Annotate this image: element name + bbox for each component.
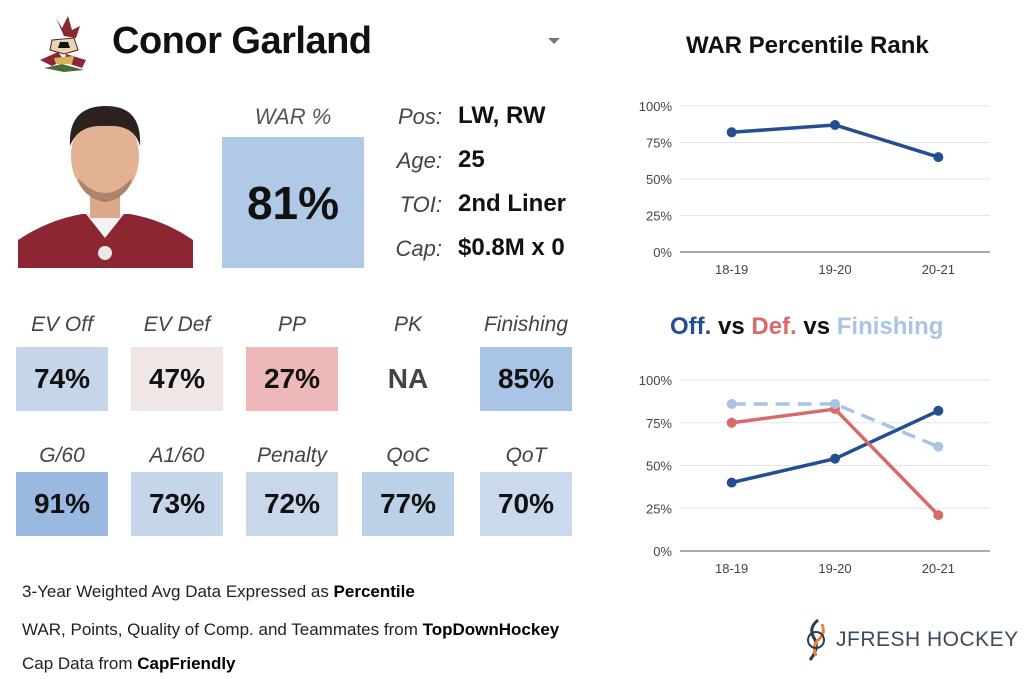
y-tick-label: 25%	[646, 209, 672, 224]
stat-box-qot: 70%	[480, 472, 572, 536]
chart-title-part-off: Off.	[670, 313, 712, 340]
y-tick-label: 0%	[653, 544, 672, 559]
y-tick-label: 0%	[653, 245, 672, 260]
stat-box-finishing: 85%	[480, 347, 572, 411]
chart-title-war-rank: WAR Percentile Rank	[686, 32, 929, 59]
position-value: LW, RW	[458, 102, 546, 129]
brand-mark-icon	[807, 618, 825, 661]
stat-label-finishing: Finishing	[483, 313, 569, 336]
stat-label-a160: A1/60	[149, 444, 205, 467]
footer-emphasis: Percentile	[333, 582, 415, 601]
position-label: Pos:	[397, 104, 442, 129]
age-value: 25	[458, 146, 485, 173]
data-point	[830, 453, 840, 464]
data-point	[726, 127, 737, 138]
x-tick-label: 19-20	[818, 561, 851, 576]
chart-title-part-vs: vs	[711, 313, 752, 340]
player-name: Conor Garland	[112, 20, 372, 62]
stat-value-ev-off: 74%	[33, 363, 91, 394]
footer-text: WAR, Points, Quality of Comp. and Teamma…	[22, 620, 423, 639]
stat-label-pk: PK	[393, 313, 422, 336]
stat-box-penalty: 72%	[246, 472, 338, 536]
footer-note-source: WAR, Points, Quality of Comp. and Teamma…	[22, 620, 559, 640]
data-point	[830, 119, 840, 130]
stat-value-pk: NA	[387, 363, 429, 394]
age-label: Age:	[396, 148, 442, 173]
war-percent-box: 81%	[222, 137, 364, 268]
stat-label-ev-def: EV Def	[143, 313, 211, 336]
off-def-finishing-chart: 0% 25% 50% 75% 100% 18-19 19-20 20-21	[639, 373, 990, 576]
data-point	[726, 477, 737, 488]
y-tick-label: 100%	[639, 373, 673, 388]
stat-value-penalty: 72%	[263, 488, 321, 519]
footer-note-cap: Cap Data from CapFriendly	[22, 654, 236, 674]
brand-logo: JFRESH HOCKEY	[804, 618, 1019, 662]
y-tick-label: 75%	[646, 136, 672, 151]
toi-value: 2nd Liner	[458, 190, 567, 217]
footer-text: 3-Year Weighted Avg Data Expressed as	[22, 582, 334, 601]
stat-value-pp: 27%	[263, 363, 321, 394]
stat-label-g60: G/60	[39, 444, 85, 467]
stat-value-a160: 73%	[148, 488, 206, 519]
toi-label: TOI:	[399, 192, 442, 217]
chart-title-part-finishing: Finishing	[836, 313, 944, 340]
footer-emphasis: CapFriendly	[137, 654, 236, 673]
data-point	[933, 510, 944, 521]
stat-box-pk: NA	[362, 347, 454, 411]
stat-value-finishing: 85%	[497, 363, 555, 394]
chart-title-part-vs: vs	[796, 313, 837, 340]
data-point	[830, 398, 840, 409]
stat-label-qot: QoT	[505, 444, 547, 467]
war-percent-value: 81%	[246, 176, 340, 229]
team-logo	[34, 14, 92, 74]
stat-value-ev-def: 47%	[148, 363, 206, 394]
x-tick-label: 20-21	[922, 262, 955, 277]
data-point	[933, 405, 944, 416]
stat-label-penalty: Penalty	[256, 444, 328, 467]
war-percentile-chart: 0% 25% 50% 75% 100% 18-19 19-20 20-21	[639, 99, 990, 277]
series-line-0	[731, 409, 940, 485]
y-tick-label: 100%	[639, 99, 673, 114]
data-point	[726, 417, 737, 428]
stat-label-ev-off: EV Off	[31, 313, 93, 336]
footer-text: Cap Data from	[22, 654, 138, 673]
data-point	[726, 398, 737, 409]
stat-box-g60: 91%	[16, 472, 108, 536]
data-point	[933, 152, 944, 163]
chart-title-part-def: Def.	[751, 313, 797, 340]
x-tick-label: 18-19	[715, 262, 748, 277]
player-photo	[18, 98, 193, 268]
war-percent-label: WAR %	[254, 104, 332, 129]
stat-value-qot: 70%	[497, 488, 555, 519]
stat-value-qoc: 77%	[379, 488, 437, 519]
chart-title-off-def-finishing: Off. vs Def. vs Finishing	[670, 313, 943, 341]
stat-label-qoc: QoC	[386, 444, 430, 467]
data-point	[933, 441, 944, 452]
stat-label-pp: PP	[277, 313, 306, 336]
footer-note-percentile: 3-Year Weighted Avg Data Expressed as Pe…	[22, 582, 415, 602]
x-tick-label: 19-20	[818, 262, 851, 277]
stat-box-qoc: 77%	[362, 472, 454, 536]
y-tick-label: 50%	[646, 459, 672, 474]
player-dropdown-icon[interactable]	[548, 38, 560, 44]
x-tick-label: 18-19	[715, 561, 748, 576]
x-tick-label: 20-21	[922, 561, 955, 576]
y-tick-label: 50%	[646, 172, 672, 187]
y-tick-label: 25%	[646, 501, 672, 516]
cap-value: $0.8M x 0	[458, 234, 565, 261]
stat-box-a160: 73%	[131, 472, 223, 536]
cap-label: Cap:	[395, 236, 442, 261]
stat-box-pp: 27%	[246, 347, 338, 411]
stat-value-g60: 91%	[33, 488, 91, 519]
series-line-2	[731, 402, 940, 449]
footer-emphasis: TopDownHockey	[422, 620, 560, 639]
stat-box-ev-def: 47%	[131, 347, 223, 411]
stat-box-ev-off: 74%	[16, 347, 108, 411]
brand-name: JFRESH HOCKEY	[836, 628, 1019, 651]
y-tick-label: 75%	[646, 416, 672, 431]
